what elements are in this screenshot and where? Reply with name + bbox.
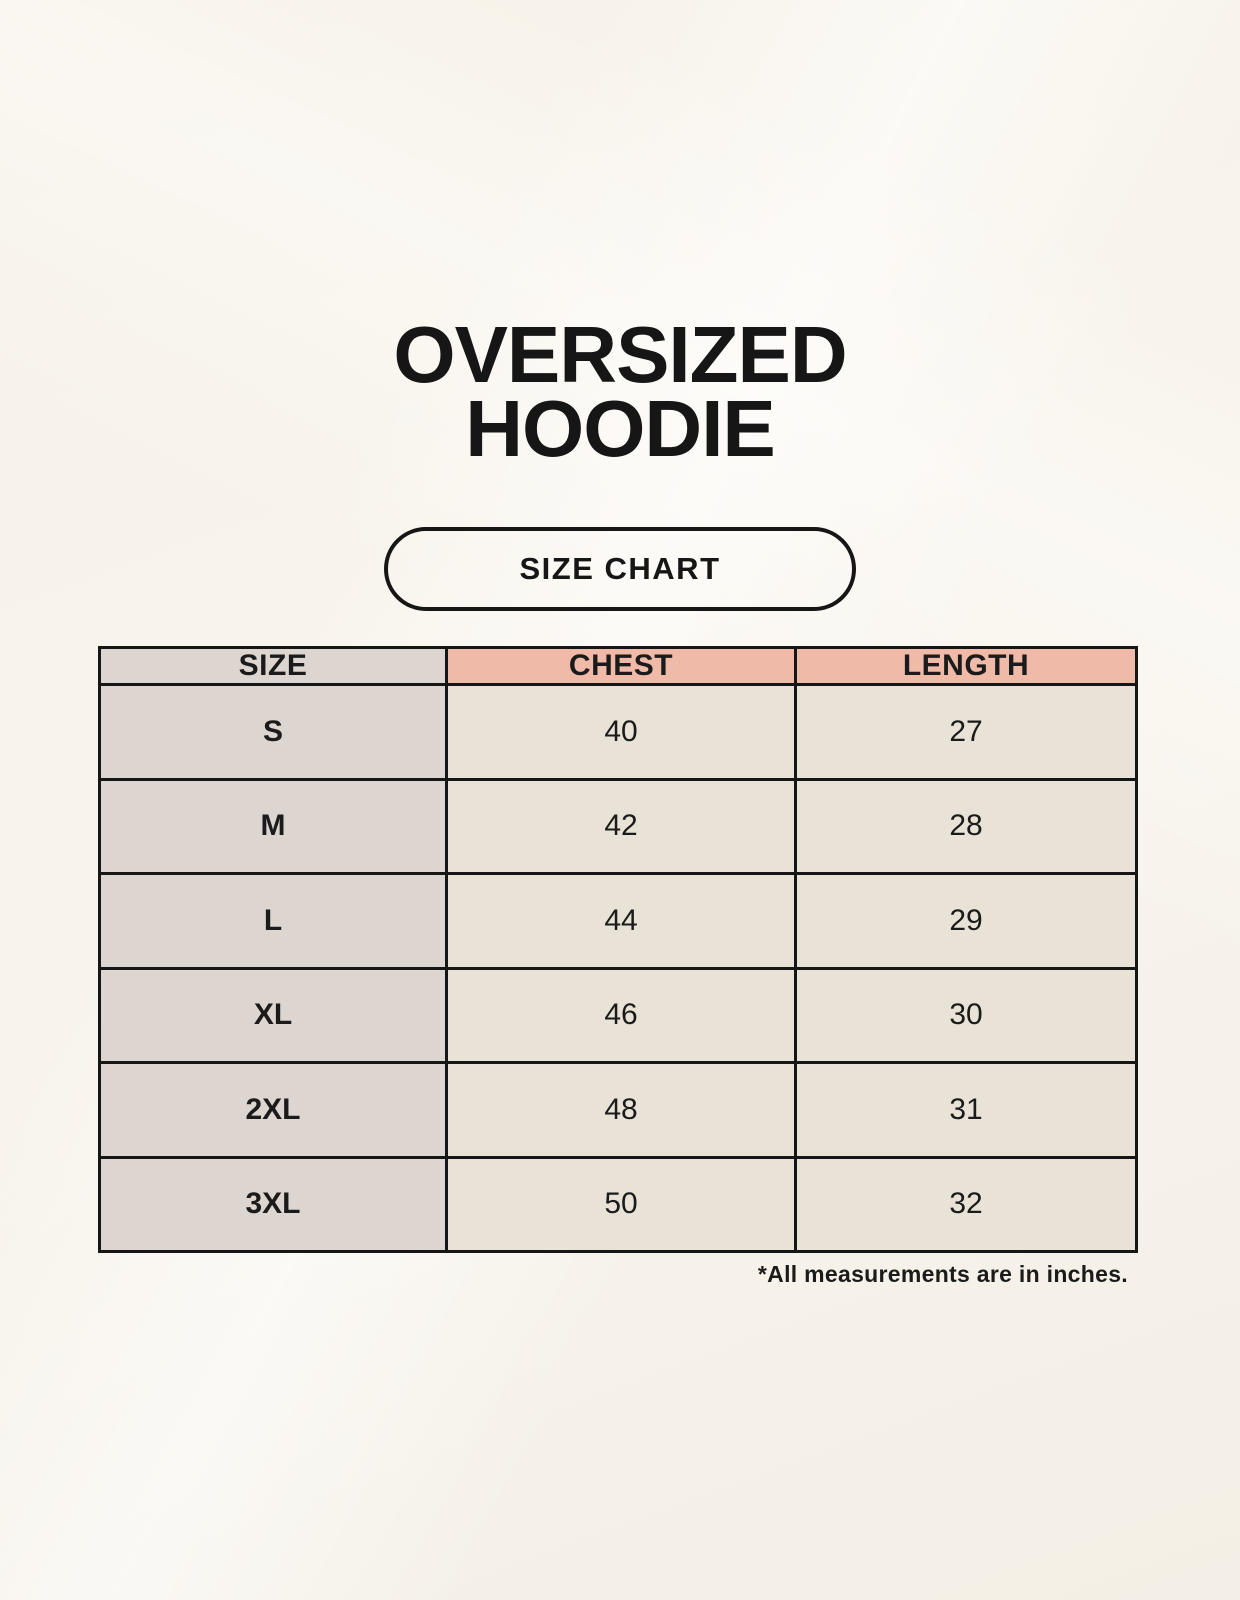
chest-value-cell: 48 bbox=[445, 1061, 797, 1159]
table-header-row: SIZE CHEST LENGTH bbox=[98, 646, 1138, 686]
column-header-chest: CHEST bbox=[445, 646, 797, 686]
size-chart-pill-label: SIZE CHART bbox=[519, 551, 721, 586]
table-row: S 40 27 bbox=[98, 683, 1138, 781]
chest-value-cell: 50 bbox=[445, 1155, 797, 1253]
table-row: L 44 29 bbox=[98, 872, 1138, 970]
chest-value-cell: 42 bbox=[445, 777, 797, 875]
table-row: 3XL 50 32 bbox=[98, 1155, 1138, 1253]
column-header-size: SIZE bbox=[98, 646, 448, 686]
table-row: M 42 28 bbox=[98, 777, 1138, 875]
length-value-cell: 28 bbox=[794, 777, 1138, 875]
title-line-1: OVERSIZED bbox=[393, 310, 847, 399]
length-value-cell: 32 bbox=[794, 1155, 1138, 1253]
length-value-cell: 27 bbox=[794, 683, 1138, 781]
column-header-length: LENGTH bbox=[794, 646, 1138, 686]
chest-value-cell: 44 bbox=[445, 872, 797, 970]
page-title: OVERSIZED HOODIE bbox=[0, 310, 1240, 474]
chest-value-cell: 46 bbox=[445, 966, 797, 1064]
size-table: SIZE CHEST LENGTH S 40 27 M 42 28 L 44 2… bbox=[98, 646, 1138, 1253]
table-row: XL 46 30 bbox=[98, 966, 1138, 1064]
title-line-2: HOODIE bbox=[465, 384, 776, 474]
chest-value-cell: 40 bbox=[445, 683, 797, 781]
length-value-cell: 30 bbox=[794, 966, 1138, 1064]
table-row: 2XL 48 31 bbox=[98, 1061, 1138, 1159]
size-label-cell: S bbox=[98, 683, 448, 781]
size-chart-pill-button[interactable]: SIZE CHART bbox=[384, 527, 856, 611]
size-label-cell: 3XL bbox=[98, 1155, 448, 1253]
size-label-cell: L bbox=[98, 872, 448, 970]
size-label-cell: 2XL bbox=[98, 1061, 448, 1159]
size-label-cell: XL bbox=[98, 966, 448, 1064]
length-value-cell: 31 bbox=[794, 1061, 1138, 1159]
size-label-cell: M bbox=[98, 777, 448, 875]
length-value-cell: 29 bbox=[794, 872, 1138, 970]
measurement-units-footnote: *All measurements are in inches. bbox=[757, 1261, 1128, 1287]
